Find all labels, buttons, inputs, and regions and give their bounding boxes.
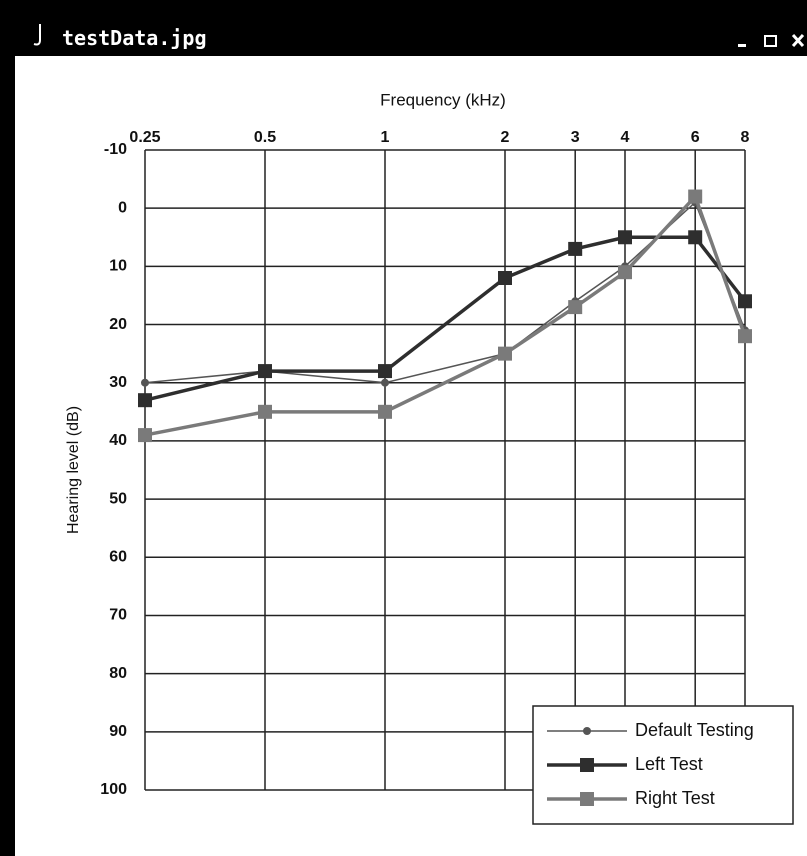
data-point xyxy=(378,364,392,378)
legend-label: Left Test xyxy=(635,754,703,774)
x-tick-label: 8 xyxy=(741,129,750,146)
data-point xyxy=(688,230,702,244)
y-tick-label: 60 xyxy=(109,548,127,565)
y-tick-label: 30 xyxy=(109,374,127,391)
x-tick-label: 3 xyxy=(571,129,580,146)
data-point xyxy=(141,379,149,387)
x-tick-label: 0.5 xyxy=(254,129,276,146)
legend-marker xyxy=(583,727,591,735)
x-tick-label: 6 xyxy=(691,129,700,146)
data-point xyxy=(568,242,582,256)
data-point xyxy=(738,329,752,343)
data-point xyxy=(688,190,702,204)
legend-marker xyxy=(580,792,594,806)
y-tick-label: 40 xyxy=(109,432,127,449)
x-tick-label: 0.25 xyxy=(129,129,160,146)
x-axis-title: Frequency (kHz) xyxy=(380,90,506,109)
data-point xyxy=(381,379,389,387)
y-tick-label: 80 xyxy=(109,665,127,682)
chart: Frequency (kHz) Hearing level (dB) -10 0 1… xyxy=(0,0,807,856)
data-point xyxy=(378,405,392,419)
y-tick-label: -10 xyxy=(104,141,127,158)
series-line xyxy=(145,197,745,436)
x-tick-label: 4 xyxy=(621,129,630,146)
series-line xyxy=(145,202,745,382)
legend-label: Right Test xyxy=(635,788,715,808)
y-tick-label: 10 xyxy=(109,258,127,275)
data-point xyxy=(138,393,152,407)
data-point xyxy=(618,265,632,279)
data-point xyxy=(738,294,752,308)
x-tick-label: 2 xyxy=(501,129,510,146)
data-point xyxy=(258,405,272,419)
window: testData.jpg Frequency (kHz) Hearing lev… xyxy=(0,0,807,856)
y-tick-label: 100 xyxy=(100,781,127,798)
legend-label: Default Testing xyxy=(635,720,754,740)
y-tick-label: 90 xyxy=(109,723,127,740)
data-point xyxy=(568,300,582,314)
y-tick-label: 0 xyxy=(118,199,127,216)
y-axis-title: Hearing level (dB) xyxy=(65,406,82,534)
y-tick-label: 70 xyxy=(109,607,127,624)
x-tick-label: 1 xyxy=(381,129,390,146)
series-line xyxy=(145,237,745,400)
data-point xyxy=(498,347,512,361)
y-tick-label: 20 xyxy=(109,316,127,333)
legend-marker xyxy=(580,758,594,772)
y-tick-label: 50 xyxy=(109,490,127,507)
data-point xyxy=(498,271,512,285)
data-point xyxy=(618,230,632,244)
data-point xyxy=(258,364,272,378)
data-point xyxy=(138,428,152,442)
